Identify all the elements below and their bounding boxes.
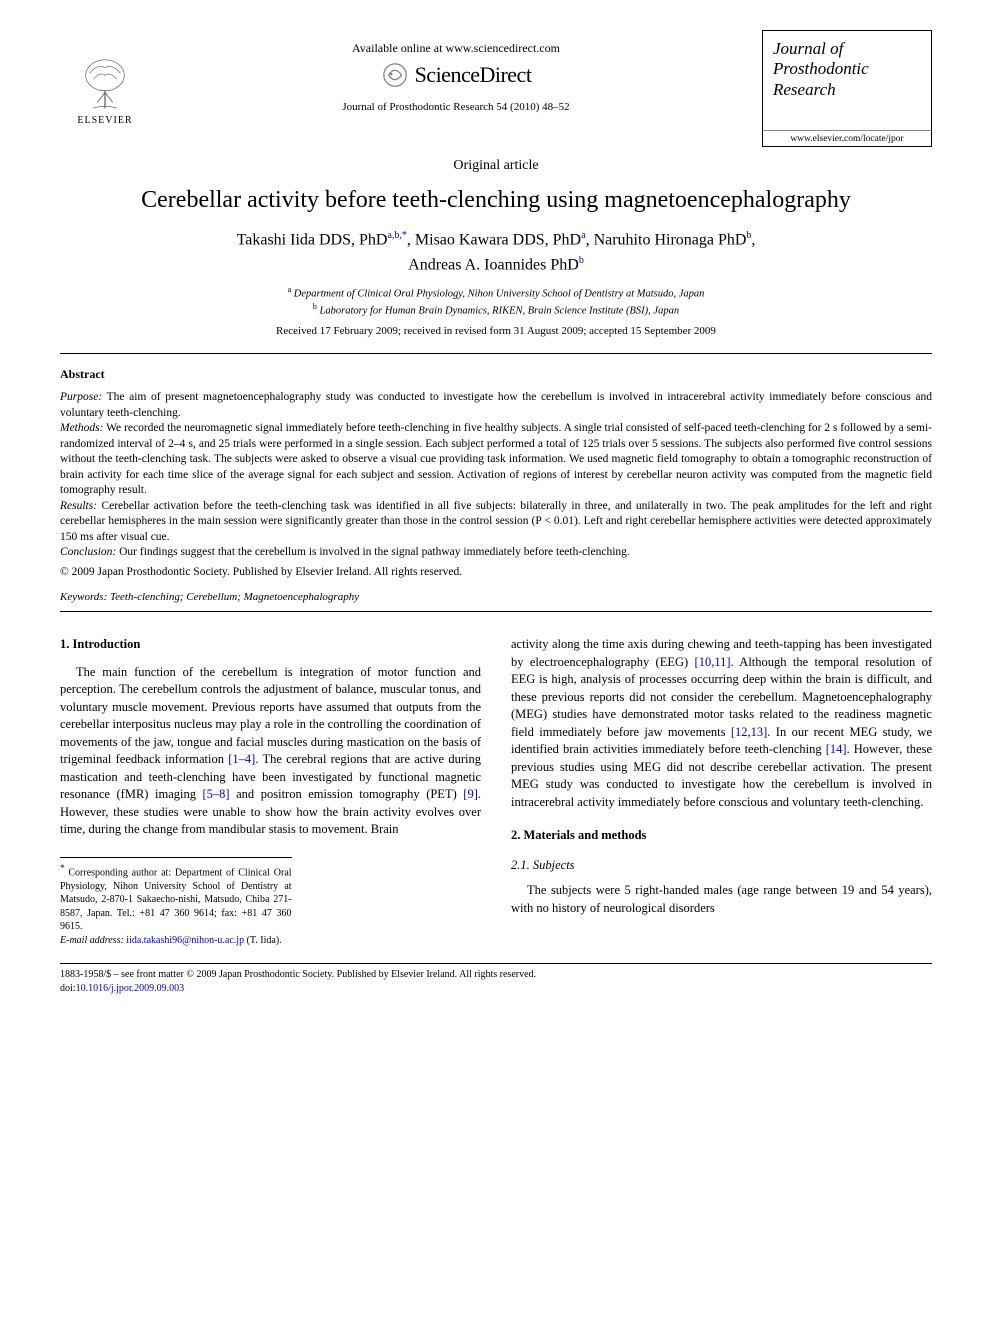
keywords-label: Keywords:	[60, 591, 107, 603]
keywords-text: Teeth-clenching; Cerebellum; Magnetoence…	[110, 591, 359, 603]
body-columns: 1. Introduction The main function of the…	[60, 636, 932, 947]
footer-copyright: 1883-1958/$ – see front matter © 2009 Ja…	[60, 968, 932, 982]
abstract-heading: Abstract	[60, 366, 932, 382]
section-2-1-heading: 2.1. Subjects	[511, 857, 932, 875]
ref-link-5-8[interactable]: [5–8]	[203, 787, 230, 801]
doi-label: doi:	[60, 983, 76, 994]
conclusion-label: Conclusion:	[60, 546, 116, 558]
author-2-affil-link[interactable]: a	[581, 230, 585, 241]
journal-reference: Journal of Prosthodontic Research 54 (20…	[150, 100, 762, 115]
left-column: 1. Introduction The main function of the…	[60, 636, 481, 947]
journal-title-box: Journal of Prosthodontic Research www.el…	[762, 30, 932, 147]
author-1: Takashi Iida DDS, PhD	[237, 232, 388, 249]
abstract-body: Purpose: The aim of present magnetoencep…	[60, 390, 932, 561]
publisher-header: ELSEVIER Available online at www.science…	[60, 30, 932, 147]
email-label: E-mail address:	[60, 935, 124, 946]
article-type: Original article	[60, 157, 932, 176]
elsevier-tree-icon	[76, 54, 134, 112]
section-2-heading: 2. Materials and methods	[511, 827, 932, 845]
authors-list: Takashi Iida DDS, PhDa,b,*, Misao Kawara…	[60, 228, 932, 277]
divider	[60, 611, 932, 612]
article-title: Cerebellar activity before teeth-clenchi…	[60, 184, 932, 216]
methods-label: Methods:	[60, 422, 103, 434]
journal-url: www.elsevier.com/locate/jpor	[763, 130, 931, 146]
divider	[60, 353, 932, 354]
corr-star-icon: *	[60, 863, 65, 873]
abstract-copyright: © 2009 Japan Prosthodontic Society. Publ…	[60, 565, 932, 581]
author-2: Misao Kawara DDS, PhD	[415, 232, 581, 249]
intro-text-1c: and positron emission tomography (PET)	[230, 787, 464, 801]
subjects-paragraph: The subjects were 5 right-handed males (…	[511, 882, 932, 917]
results-label: Results:	[60, 500, 97, 512]
conclusion-text: Our findings suggest that the cerebellum…	[119, 546, 630, 558]
keywords-line: Keywords: Teeth-clenching; Cerebellum; M…	[60, 590, 932, 605]
author-3: Naruhito Hironaga PhD	[594, 232, 747, 249]
sciencedirect-logo: ScienceDirect	[150, 60, 762, 90]
elsevier-logo-block: ELSEVIER	[60, 30, 150, 128]
author-1-affil-link[interactable]: a,b,	[387, 230, 401, 241]
corr-email-who: (T. Iida).	[247, 935, 282, 946]
ref-link-14[interactable]: [14]	[826, 742, 847, 756]
right-column: activity along the time axis during chew…	[511, 636, 932, 947]
affiliations: a Department of Clinical Oral Physiology…	[60, 285, 932, 318]
section-1-heading: 1. Introduction	[60, 636, 481, 654]
corresponding-author-block: * Corresponding author at: Department of…	[60, 857, 292, 947]
corr-email-link[interactable]: iida.takashi96@nihon-u.ac.jp	[126, 935, 244, 946]
ref-link-1-4[interactable]: [1–4]	[228, 752, 255, 766]
center-header: Available online at www.sciencedirect.co…	[150, 30, 762, 115]
sciencedirect-swirl-icon	[381, 61, 409, 89]
article-dates: Received 17 February 2009; received in r…	[60, 324, 932, 339]
author-4-affil-link[interactable]: b	[579, 255, 584, 266]
doi-link[interactable]: 10.1016/j.jpor.2009.09.003	[76, 983, 185, 994]
journal-title: Journal of Prosthodontic Research	[773, 39, 921, 100]
methods-text: We recorded the neuromagnetic signal imm…	[60, 422, 932, 496]
results-text: Cerebellar activation before the teeth-c…	[60, 500, 932, 543]
author-4: Andreas A. Ioannides PhD	[408, 256, 579, 273]
intro-paragraph-left: The main function of the cerebellum is i…	[60, 664, 481, 839]
sciencedirect-text: ScienceDirect	[415, 60, 532, 90]
author-3-affil-link[interactable]: b	[746, 230, 751, 241]
page-footer: 1883-1958/$ – see front matter © 2009 Ja…	[60, 963, 932, 995]
available-online-text: Available online at www.sciencedirect.co…	[150, 40, 762, 56]
purpose-text: The aim of present magnetoencephalograph…	[60, 391, 932, 419]
purpose-label: Purpose:	[60, 391, 102, 403]
ref-link-9[interactable]: [9]	[463, 787, 478, 801]
affiliation-b: Laboratory for Human Brain Dynamics, RIK…	[320, 305, 680, 316]
author-1-corr-link[interactable]: *	[402, 230, 407, 241]
intro-paragraph-right: activity along the time axis during chew…	[511, 636, 932, 811]
affiliation-a: Department of Clinical Oral Physiology, …	[294, 288, 705, 299]
ref-link-12-13[interactable]: [12,13]	[731, 725, 767, 739]
ref-link-10-11[interactable]: [10,11]	[695, 655, 731, 669]
elsevier-label: ELSEVIER	[77, 114, 132, 128]
corr-text: Corresponding author at: Department of C…	[60, 867, 292, 932]
